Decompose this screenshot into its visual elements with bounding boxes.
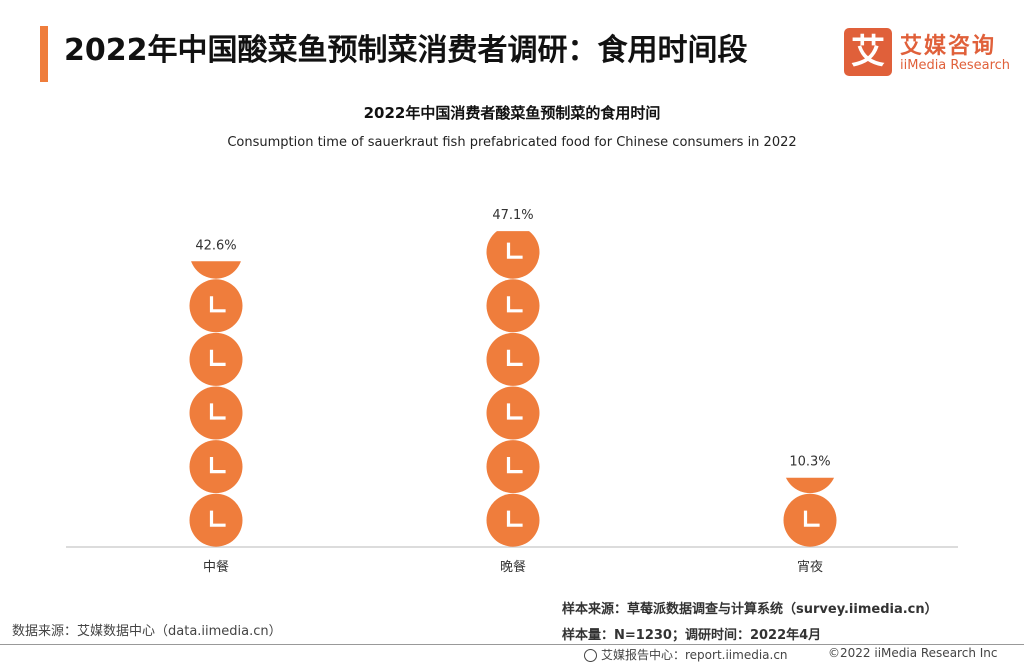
bar-1 — [189, 261, 243, 547]
clock-icon — [191, 261, 241, 279]
title-accent-bar — [40, 26, 48, 82]
value-label-3: 10.3% — [789, 455, 830, 470]
clock-icon — [486, 493, 540, 547]
brand-logo: 艾 艾媒咨询 iiMedia Research — [844, 28, 1014, 78]
logo-mark-icon: 艾 — [844, 28, 892, 76]
clock-icon — [189, 332, 243, 386]
clock-icon — [486, 386, 540, 440]
globe-icon — [584, 649, 597, 662]
category-label-2: 晚餐 — [500, 559, 526, 575]
clock-icon — [486, 231, 540, 279]
clock-icon — [189, 440, 243, 494]
clock-icon — [189, 386, 243, 440]
category-label-3: 宵夜 — [797, 559, 823, 575]
clock-icon — [783, 493, 837, 547]
clock-icon — [785, 477, 835, 494]
logo-name-cn: 艾媒咨询 — [900, 34, 997, 59]
logo-name-en: iiMedia Research — [900, 58, 1011, 73]
chart-subtitle: Consumption time of sauerkraut fish pref… — [227, 135, 797, 150]
value-label-1: 42.6% — [195, 238, 236, 253]
clock-icon — [486, 440, 540, 494]
report-center-link[interactable]: 艾媒报告中心：report.iimedia.cn — [584, 646, 788, 664]
page-title: 2022年中国酸菜鱼预制菜消费者调研：食用时间段 — [64, 33, 748, 68]
bar-3 — [783, 477, 837, 547]
report-center-text: 艾媒报告中心：report.iimedia.cn — [601, 648, 788, 662]
chart-title: 2022年中国消费者酸菜鱼预制菜的食用时间 — [363, 104, 661, 122]
footer-divider — [0, 644, 1024, 645]
sample-source-note: 样本来源：草莓派数据调查与计算系统（survey.iimedia.cn） — [562, 602, 938, 617]
clock-icon — [486, 279, 540, 333]
copyright: ©2022 iiMedia Research Inc — [828, 646, 998, 660]
value-label-2: 47.1% — [492, 208, 533, 223]
data-source-note: 数据来源：艾媒数据中心（data.iimedia.cn） — [12, 624, 282, 639]
category-label-1: 中餐 — [203, 559, 229, 575]
sample-size-note: 样本量：N=1230；调研时间：2022年4月 — [562, 628, 822, 643]
clock-icon — [189, 279, 243, 333]
bar-2 — [486, 231, 540, 547]
clock-icon — [486, 332, 540, 386]
clock-icon — [189, 493, 243, 547]
